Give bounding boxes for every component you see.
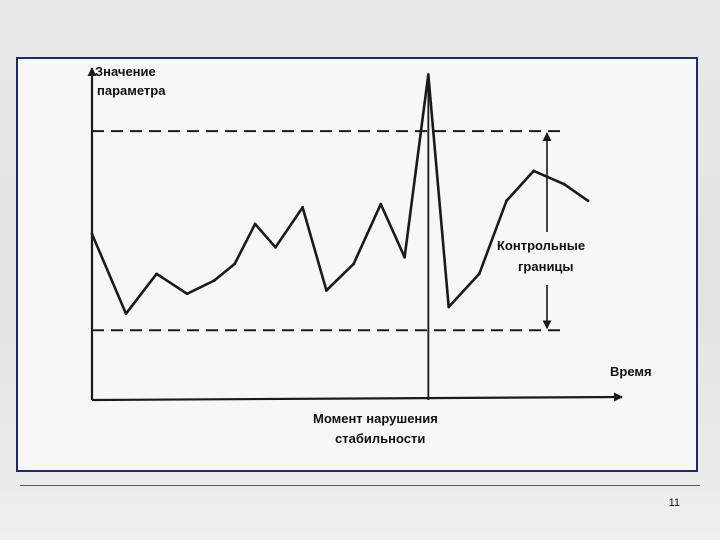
series-point [403,255,406,259]
series-points [90,73,590,316]
control-limits-label-line-1: Контрольные [497,238,585,253]
series-point [532,169,536,173]
y-axis-label-line-2: параметра [97,83,166,98]
control-limits-label-line-2: границы [518,259,574,274]
series-point [426,73,430,77]
series-point [447,305,451,309]
x-axis-label: Время [610,364,652,379]
series-point [477,272,481,276]
series-point [274,245,277,249]
series-point [352,262,356,266]
series-point [325,289,328,292]
series-point [253,222,257,226]
y-axis-label-line-1: Значение [95,64,156,79]
series-point [124,312,128,316]
footer-divider [20,485,700,486]
violation-label-line-2: стабильности [335,431,425,446]
figure-frame [16,57,698,472]
series-point [212,279,216,282]
series-point [505,199,508,203]
page-number: 11 [668,497,680,509]
series-point [562,182,566,186]
series-point [233,262,237,266]
series-point [301,206,305,209]
x-axis [91,392,623,402]
series-point [155,272,158,276]
series-point [90,232,94,236]
series-point [185,292,189,296]
series-line [90,73,589,316]
series-point [379,202,383,206]
violation-label-line-1: Момент нарушения [313,411,438,426]
series-point [586,199,590,203]
